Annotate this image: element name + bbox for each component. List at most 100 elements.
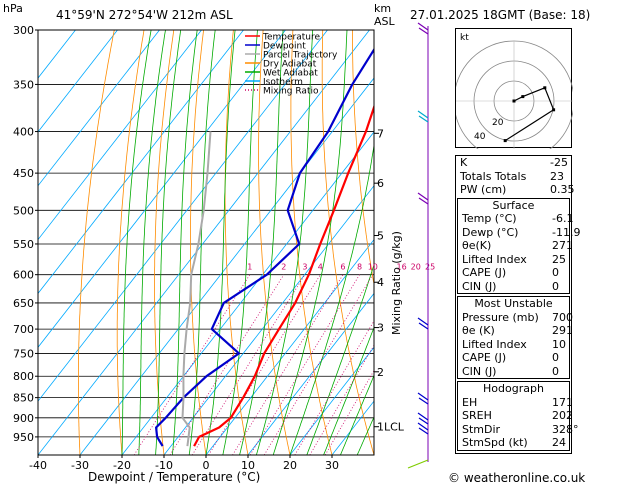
- mixing-ratio-line: [249, 274, 360, 455]
- hodograph-unit-label: kt: [460, 33, 469, 43]
- mixing-ratio-label: 25: [425, 263, 435, 272]
- temperature-tick-label: 10: [241, 459, 255, 472]
- mixing-ratio-line: [324, 369, 374, 455]
- surface-row: Dewp (°C) -11.9: [462, 225, 581, 239]
- pressure-tick-label: 800: [13, 370, 34, 383]
- most-unstable-row: Pressure (mb) 700: [462, 310, 573, 324]
- wind-barb: [417, 192, 429, 205]
- most-unstable-row: CIN (J) 0: [462, 364, 559, 378]
- hodograph-param-row: StmSpd (kt) 24: [462, 436, 566, 449]
- mixing-ratio-line: [208, 274, 321, 455]
- isotherm: [38, 30, 286, 348]
- hodograph-plot: kt 20 40: [456, 33, 573, 149]
- legend-entry: Dry Adiabat: [263, 60, 317, 70]
- datetime-title: 27.01.2025 18GMT (Base: 18): [410, 8, 591, 22]
- isotherm: [38, 30, 370, 455]
- mixing-ratio-label: 6: [340, 263, 345, 272]
- mixing-ratio-label: 20: [411, 263, 421, 272]
- most-unstable-row: θe (K) 291: [462, 324, 573, 337]
- dry-adiabat: [352, 30, 374, 287]
- surface-section: Surface Temp (°C) -6.1 Dewp (°C) -11.9 θe(…: [457, 197, 581, 294]
- mixing-ratio-line: [191, 274, 306, 455]
- pressure-tick-label: 400: [13, 126, 34, 139]
- dry-adiabat: [78, 30, 115, 455]
- wind-barb: [407, 459, 429, 469]
- most-unstable-row: CAPE (J) 0: [462, 351, 559, 364]
- dry-adiabat: [590, 24, 629, 455]
- mixing-ratio-label: 3: [302, 263, 307, 272]
- hodograph-ring-label: 40: [474, 132, 486, 142]
- pressure-tick-label: 650: [13, 297, 34, 310]
- mixing-ratio-axis-label: Mixing Ratio (g/kg): [390, 231, 403, 335]
- mixing-ratio-line: [133, 274, 251, 455]
- temperature-tick-label: 20: [283, 459, 297, 472]
- isotherm: [38, 30, 118, 133]
- wet-adiabat: [172, 30, 198, 455]
- pressure-tick-label: 500: [13, 204, 34, 217]
- hodograph-params-title: Hodograph: [483, 382, 544, 395]
- pressure-tick-label: 350: [13, 78, 34, 91]
- legend-entry: Mixing Ratio: [263, 87, 319, 97]
- height-axis-asl-label: ASL: [374, 15, 395, 28]
- surface-row: CIN (J) 0: [462, 279, 559, 293]
- legend-entry: Temperature: [262, 33, 320, 43]
- hodograph-param-row: SREH 202: [462, 409, 573, 422]
- most-unstable-title: Most Unstable: [474, 297, 553, 310]
- indices-panel: K -25 Totals Totals 23 PW (cm) 0.35 Surface…: [455, 155, 581, 454]
- hodograph-point: [503, 139, 507, 143]
- surface-row: Temp (°C) -6.1: [462, 212, 574, 225]
- pressure-tick-label: 700: [13, 323, 34, 336]
- legend-entry: Isotherm: [263, 78, 303, 88]
- wet-adiabat: [138, 30, 166, 455]
- dry-adiabat: [290, 30, 333, 455]
- temperature-line: [193, 103, 374, 447]
- index-row-totals: Totals Totals 23: [460, 169, 564, 183]
- wind-barb: [417, 22, 429, 35]
- mixing-ratio-label: 4: [318, 263, 323, 272]
- pressure-axis-label: hPa: [3, 2, 23, 15]
- temperature-tick-label: -10: [155, 459, 173, 472]
- temperature-tick-label: -40: [29, 459, 47, 472]
- height-tick-label: 5: [377, 230, 384, 243]
- mixing-ratio-label: 10: [368, 263, 378, 272]
- wet-adiabat: [239, 30, 284, 455]
- wet-adiabat: [323, 326, 374, 455]
- legend-entry: Wet Adiabat: [263, 69, 318, 79]
- height-axis-label: km: [374, 2, 392, 15]
- height-tick-label: 7: [377, 127, 384, 140]
- height-tick-label: 6: [377, 177, 384, 190]
- isotherm: [205, 238, 374, 455]
- hodograph-point: [521, 95, 525, 99]
- dry-adiabat: [619, 24, 629, 455]
- pressure-tick-label: 850: [13, 392, 34, 405]
- pressure-tick-label: 900: [13, 412, 34, 425]
- wind-barb: [417, 110, 429, 123]
- isotherm: [289, 346, 374, 455]
- location-title: 41°59'N 272°54'W 212m ASL: [56, 8, 233, 22]
- mixing-ratio-label: 16: [397, 263, 407, 272]
- temperature-tick-label: -20: [113, 459, 131, 472]
- hodograph-panel: kt 20 40: [455, 28, 573, 149]
- temperature-tick-label: 30: [325, 459, 339, 472]
- hodograph-ring-label: 20: [492, 118, 504, 128]
- wind-barb: [417, 392, 429, 405]
- hodograph-point: [552, 108, 556, 112]
- dry-adiabat: [224, 30, 249, 455]
- dry-adiabat: [190, 30, 207, 455]
- index-row-k: K -25: [460, 156, 568, 169]
- hodograph-point: [543, 86, 547, 90]
- legend-entry: Parcel Trajectory: [263, 51, 338, 61]
- mixing-ratio-line: [263, 274, 374, 455]
- wet-adiabat: [340, 374, 374, 455]
- pressure-tick-label: 300: [13, 24, 34, 37]
- isotherm: [247, 292, 374, 455]
- legend-entry: Dewpoint: [263, 42, 306, 52]
- temperature-tick-label: 0: [203, 459, 210, 472]
- hodograph-params-section: Hodograph EH 171 SREH 202 StmDir 328° StmSp…: [457, 381, 579, 451]
- height-tick-label: 3: [377, 322, 384, 335]
- mixing-ratio-label: 2: [281, 263, 286, 272]
- wet-adiabat: [121, 30, 152, 455]
- wet-adiabat: [205, 30, 236, 455]
- isotherm: [38, 30, 244, 295]
